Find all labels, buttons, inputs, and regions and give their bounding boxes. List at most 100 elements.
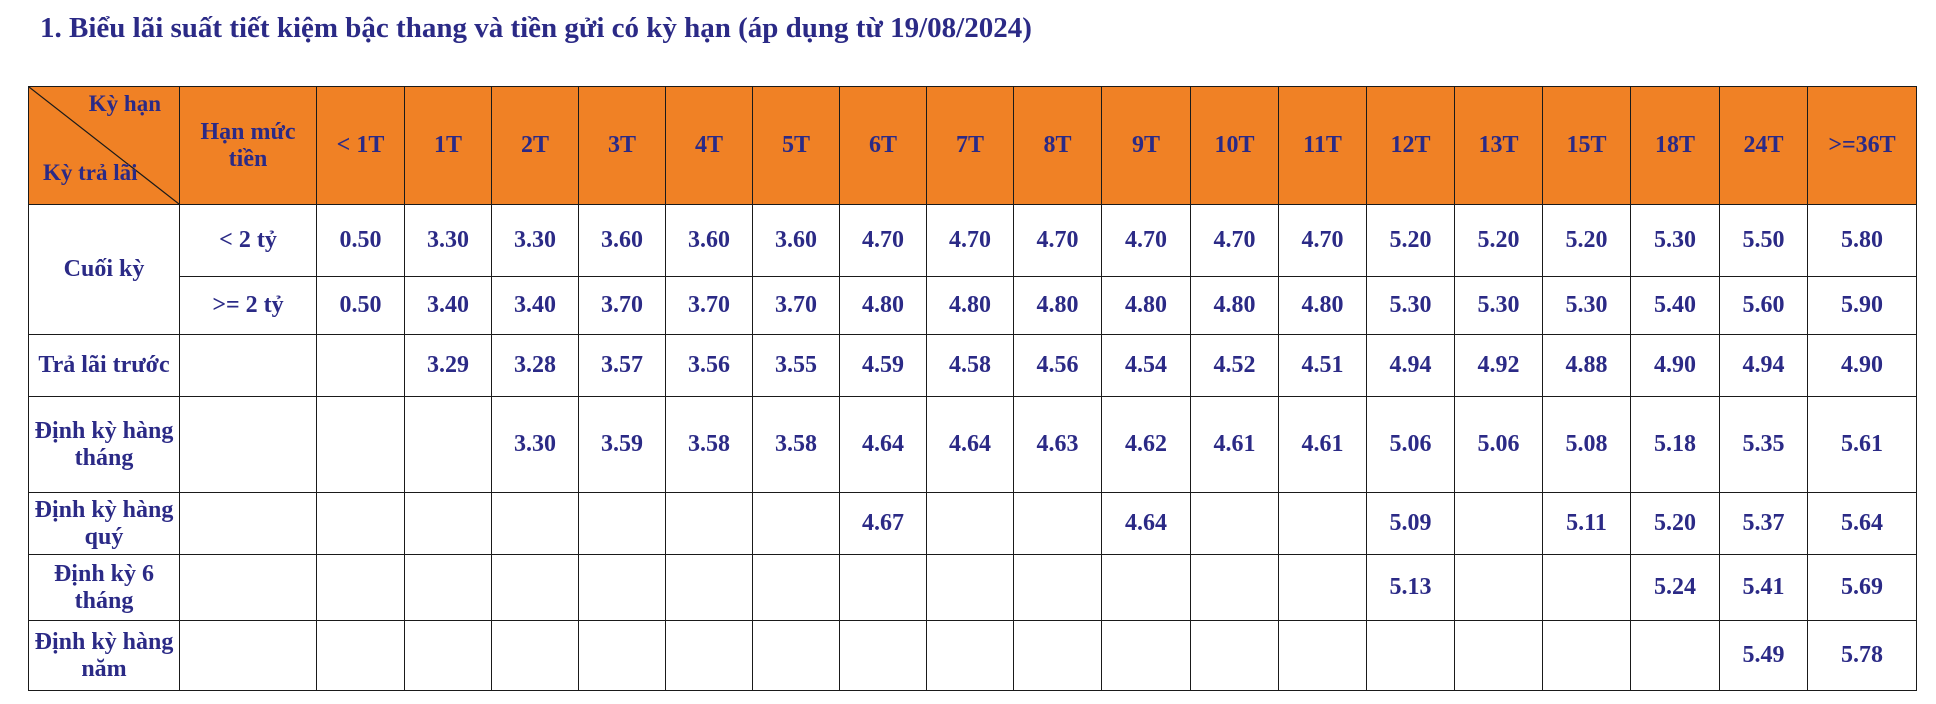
rate-cell — [1454, 554, 1543, 621]
rate-cell: 3.30 — [491, 204, 579, 277]
limit-column-header: Hạn mức tiền — [179, 86, 317, 205]
rate-cell: 5.41 — [1719, 554, 1808, 621]
rate-cell: 5.08 — [1542, 396, 1631, 493]
rate-cell: 5.80 — [1807, 204, 1917, 277]
rate-cell — [1190, 620, 1279, 691]
rate-cell — [1190, 554, 1279, 621]
rate-cell — [1013, 620, 1102, 691]
rate-cell — [1542, 554, 1631, 621]
amount-limit-cell: < 2 tỷ — [179, 204, 317, 277]
rate-cell — [316, 554, 405, 621]
table-row: Cuối kỳ < 2 tỷ 0.50 3.30 3.30 3.60 3.60 3.60 4.7… — [28, 204, 1917, 335]
rate-cell — [926, 492, 1014, 555]
rate-cell: 4.70 — [1013, 204, 1102, 277]
rate-cell — [1101, 554, 1191, 621]
term-header-label: Kỳ hạn — [88, 91, 161, 116]
payment-period-header-label: Kỳ trả lãi — [43, 160, 138, 185]
rate-cell: 5.64 — [1807, 492, 1917, 555]
rate-cell: 5.30 — [1630, 204, 1720, 277]
rate-cell: 4.92 — [1454, 334, 1543, 397]
term-header: 3T — [578, 86, 666, 205]
rate-cell: 3.58 — [665, 396, 753, 493]
rate-cell: 5.60 — [1719, 276, 1808, 335]
rate-cell: 4.51 — [1278, 334, 1367, 397]
term-header: 1T — [404, 86, 492, 205]
rate-cell: 5.30 — [1366, 276, 1455, 335]
rate-cell: 3.60 — [578, 204, 666, 277]
payment-type-label: Định kỳ hàng năm — [28, 620, 180, 691]
rate-cell: 4.70 — [926, 204, 1014, 277]
table-row: Định kỳ hàng tháng 3.30 3.59 3.58 3.58 4.64 4.… — [28, 396, 1917, 493]
rate-cell: 5.24 — [1630, 554, 1720, 621]
term-header: < 1T — [316, 86, 405, 205]
rate-cell: 5.18 — [1630, 396, 1720, 493]
rate-cell: 5.06 — [1366, 396, 1455, 493]
rate-cell: 4.80 — [1101, 276, 1191, 335]
rate-cell: 5.09 — [1366, 492, 1455, 555]
rate-cell: 5.13 — [1366, 554, 1455, 621]
rate-cell — [1454, 492, 1543, 555]
rate-cell: 3.30 — [404, 204, 492, 277]
rate-cell: 4.64 — [1101, 492, 1191, 555]
rate-cell: 4.56 — [1013, 334, 1102, 397]
rate-cell: 0.50 — [316, 204, 405, 277]
rate-cell: 0.50 — [316, 276, 405, 335]
term-header: >=36T — [1807, 86, 1917, 205]
rate-cell — [491, 554, 579, 621]
term-header: 5T — [752, 86, 840, 205]
rate-cell — [404, 554, 492, 621]
amount-limit-cell — [179, 620, 317, 691]
rate-cell — [1454, 620, 1543, 691]
rate-cell: 5.61 — [1807, 396, 1917, 493]
rate-cell — [404, 492, 492, 555]
rate-cell — [1542, 620, 1631, 691]
term-header: 13T — [1454, 86, 1543, 205]
amount-limit-cell — [179, 396, 317, 493]
rate-cell — [752, 554, 840, 621]
term-header: 7T — [926, 86, 1014, 205]
rate-cell: 3.70 — [752, 276, 840, 335]
rate-cell — [404, 620, 492, 691]
amount-limit-cell — [179, 492, 317, 555]
rate-cell: 3.70 — [578, 276, 666, 335]
rate-cell — [316, 492, 405, 555]
rate-cell: 4.61 — [1278, 396, 1367, 493]
rate-cell — [1013, 554, 1102, 621]
header-corner-cell: Kỳ hạn Kỳ trả lãi — [28, 86, 180, 205]
rate-cell — [1278, 620, 1367, 691]
rate-cell — [316, 334, 405, 397]
rate-cell — [491, 492, 579, 555]
rate-cell: 3.60 — [665, 204, 753, 277]
rate-cell: 3.40 — [491, 276, 579, 335]
rate-cell: 4.67 — [839, 492, 927, 555]
rate-cell: 3.30 — [491, 396, 579, 493]
rate-cell: 3.58 — [752, 396, 840, 493]
rate-cell: 5.90 — [1807, 276, 1917, 335]
rate-cell: 3.57 — [578, 334, 666, 397]
payment-type-label: Cuối kỳ — [28, 204, 180, 335]
rate-cell: 3.60 — [752, 204, 840, 277]
rate-cell — [839, 620, 927, 691]
term-header: 4T — [665, 86, 753, 205]
rate-cell: 4.58 — [926, 334, 1014, 397]
rate-cell — [1190, 492, 1279, 555]
rate-cell: 4.90 — [1807, 334, 1917, 397]
rate-cell: 4.80 — [839, 276, 927, 335]
rate-cell: 4.70 — [1190, 204, 1279, 277]
rate-cell: 4.54 — [1101, 334, 1191, 397]
rate-cell: 4.80 — [1013, 276, 1102, 335]
payment-type-label: Trả lãi trước — [28, 334, 180, 397]
rate-cell: 3.55 — [752, 334, 840, 397]
rate-cell: 5.06 — [1454, 396, 1543, 493]
rate-cell — [404, 396, 492, 493]
rate-cell — [1013, 492, 1102, 555]
payment-type-label: Định kỳ hàng quý — [28, 492, 180, 555]
diagonal-divider — [29, 87, 179, 204]
rate-cell: 3.29 — [404, 334, 492, 397]
table-row: Định kỳ 6 tháng 5.13 5.24 5.41 5.69 — [28, 554, 1917, 621]
rate-cell: 5.20 — [1454, 204, 1543, 277]
term-header: 8T — [1013, 86, 1102, 205]
rate-cell — [839, 554, 927, 621]
rate-cell: 5.69 — [1807, 554, 1917, 621]
rate-cell — [665, 554, 753, 621]
